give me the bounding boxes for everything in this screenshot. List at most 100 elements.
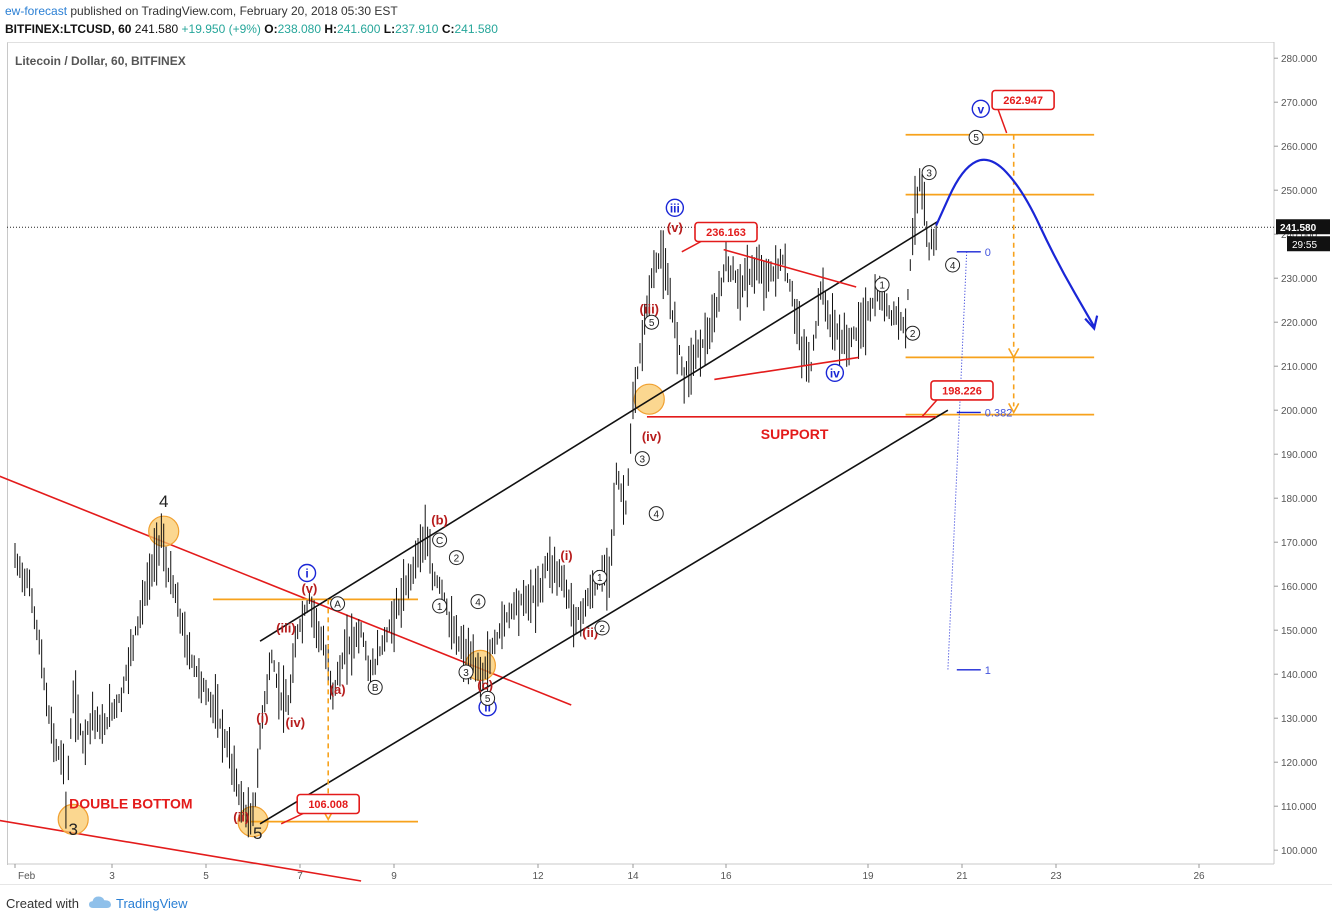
- wave-circle-blue: [665, 198, 685, 218]
- y-tick-label: 170.000: [1281, 538, 1318, 549]
- high-label: H:: [324, 22, 338, 36]
- fib-level-label: 0: [985, 247, 991, 259]
- y-tick-label: 250.000: [1281, 186, 1318, 197]
- wave-label-red: (iii): [640, 301, 660, 316]
- wave-circle-black: [945, 257, 961, 273]
- price-bars: [14, 168, 937, 838]
- wave-label-red: (i): [560, 548, 572, 563]
- ohlc-line: BITFINEX:LTCUSD, 60 241.580 +19.950 (+9%…: [5, 22, 498, 36]
- x-tick-label: 3: [109, 871, 115, 882]
- last-price: 241.580: [134, 22, 179, 36]
- footer: Created with TradingView: [0, 884, 1332, 921]
- wave-circle-black: [968, 129, 984, 145]
- tradingview-cloud-icon: [89, 896, 111, 908]
- x-tick-label: 9: [391, 871, 397, 882]
- callout-pointer: [681, 240, 702, 253]
- wave-label-red: (b): [431, 513, 448, 528]
- y-tick-label: 260.000: [1281, 142, 1318, 153]
- price-chart[interactable]: 100.000 110.000 120.000 130.000 140.000 150.0…: [0, 0, 1332, 884]
- published-text: published on TradingView.com, February 2…: [70, 4, 398, 18]
- fib-level-label: 1: [985, 665, 991, 677]
- wave-label-blue: iii: [670, 201, 680, 215]
- wave-circle-black: [594, 620, 610, 636]
- wave-circle-blue: [297, 563, 317, 583]
- x-tick-label: 16: [720, 871, 732, 882]
- last-price-tag: [1276, 219, 1330, 235]
- orange-arrow-head: [1008, 403, 1020, 415]
- wave-label-red: (iii): [276, 620, 296, 635]
- channel-lower-line: [259, 409, 949, 825]
- wave-circle-black: [330, 596, 346, 612]
- wave-label-red: (c): [477, 678, 493, 693]
- wave-label-black: 1: [879, 281, 885, 292]
- wave-label-black: 3: [926, 168, 932, 179]
- close-label: C:: [441, 22, 455, 36]
- x-tick-label: 26: [1193, 871, 1205, 882]
- callout-label: 106.008: [308, 799, 348, 811]
- y-tick-label: 210.000: [1281, 362, 1318, 373]
- tradingview-link[interactable]: TradingView: [116, 896, 188, 911]
- wave-label-red: (v): [667, 220, 683, 235]
- x-tick-label: 5: [203, 871, 209, 882]
- open-value: 238.080: [277, 22, 321, 36]
- x-tick-label: Feb: [18, 871, 36, 882]
- y-tick-label: 220.000: [1281, 318, 1318, 329]
- y-tick-label: 160.000: [1281, 582, 1318, 593]
- wave-circle-black: [905, 325, 921, 341]
- wave-label-red: (iv): [642, 429, 662, 444]
- open-label: O:: [264, 22, 278, 36]
- wave-label-black: 4: [653, 509, 659, 520]
- fib-dotted-line: [947, 251, 968, 670]
- change-value: +19.950 (+9%): [181, 22, 261, 36]
- y-tick-label: 110.000: [1281, 802, 1317, 813]
- callout-label: 262.947: [1003, 95, 1043, 107]
- callout-pointer: [921, 399, 938, 418]
- wave-label-black: 1: [437, 602, 443, 613]
- triangle-upper-line: [723, 248, 857, 288]
- y-tick-label: 100.000: [1281, 846, 1318, 857]
- wave-circle-black: [921, 165, 937, 181]
- callout-box: [991, 89, 1055, 111]
- channel-upper-line: [259, 220, 939, 642]
- callout-box: [296, 793, 361, 815]
- text-annotation: DOUBLE BOTTOM: [69, 795, 192, 811]
- y-tick-label: 150.000: [1281, 626, 1318, 637]
- fib-level-label: 0.382: [985, 407, 1013, 419]
- plot-area[interactable]: [7, 42, 1274, 865]
- wave-circle-blue: [825, 363, 845, 382]
- y-tick-label: 280.000: [1281, 54, 1318, 65]
- wave-label-blue: i: [305, 567, 308, 581]
- wave-label-red: (i): [256, 711, 268, 726]
- callout-label: 236.163: [706, 227, 746, 239]
- wave-circle-black: [644, 314, 660, 330]
- x-tick-label: 12: [532, 871, 544, 882]
- wave-label-blue: v: [977, 102, 984, 116]
- wave-circle-black: [448, 550, 464, 566]
- major-wave-label: 4: [159, 492, 168, 511]
- orange-arrow-head: [1008, 348, 1020, 360]
- wave-label-blue: iv: [830, 366, 840, 380]
- wave-label-black: 2: [454, 553, 460, 564]
- top-bar: ew-forecast published on TradingView.com…: [0, 0, 1332, 42]
- wave-label-black: 4: [475, 597, 481, 608]
- wave-circle-black: [480, 690, 496, 706]
- x-tick-label: 21: [956, 871, 968, 882]
- x-tick-label: 19: [862, 871, 874, 882]
- wave-circle-black: [634, 451, 650, 467]
- wave-label-black: B: [372, 683, 379, 694]
- countdown-label: 29:55: [1292, 240, 1317, 251]
- wave-label-black: 3: [463, 668, 469, 679]
- wave-circle-black: [470, 594, 486, 610]
- publish-line: ew-forecast published on TradingView.com…: [5, 4, 398, 18]
- x-tick-label: 23: [1050, 871, 1062, 882]
- wave-label-red: (ii): [233, 810, 249, 825]
- chart-title: Litecoin / Dollar, 60, BITFINEX: [15, 54, 186, 68]
- wave-label-red: (v): [301, 581, 317, 596]
- author-link[interactable]: ew-forecast: [5, 4, 68, 18]
- downtrend-lower-line: [0, 819, 362, 882]
- y-tick-label: 240.000: [1281, 230, 1318, 241]
- wave-circle-black: [432, 532, 448, 548]
- callout-pointer: [997, 109, 1008, 134]
- projection-curve: [935, 158, 1096, 328]
- wave-label-black: 2: [599, 624, 605, 635]
